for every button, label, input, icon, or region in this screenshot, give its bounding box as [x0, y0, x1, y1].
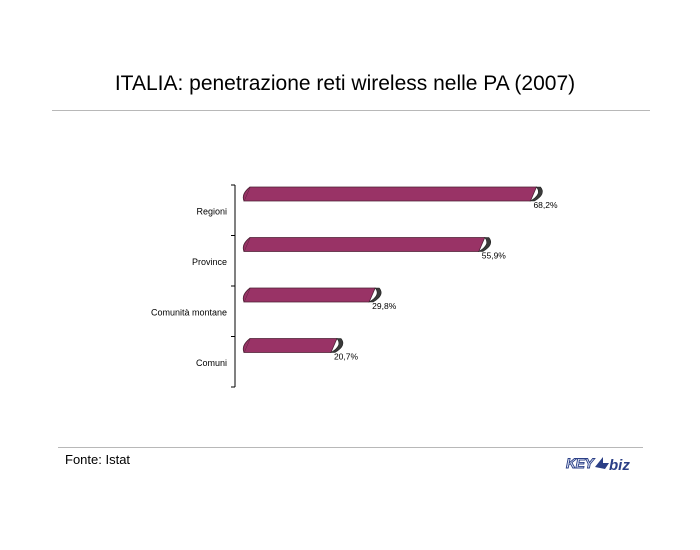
bar-end-cap — [477, 237, 492, 252]
bar — [243, 237, 486, 252]
chart-plot-area: 68,2% Regioni 55,9% Province 29,8% Comunità m… — [151, 184, 558, 388]
bar-end-cap — [529, 186, 543, 202]
bar-start-cap — [242, 186, 251, 202]
data-label: 68,2% — [533, 200, 558, 210]
bar-start-cap — [242, 338, 251, 353]
bar-start-cap — [242, 287, 251, 303]
bar — [243, 186, 538, 202]
data-label: 55,9% — [482, 251, 507, 261]
category-label: Regioni — [196, 206, 227, 216]
chart-title: ITALIA: penetrazione reti wireless nelle… — [114, 72, 576, 95]
svg-text:biz: biz — [609, 457, 630, 474]
category-label: Comunità montane — [151, 307, 227, 317]
category-label: Province — [192, 257, 227, 267]
data-label: 20,7% — [334, 352, 359, 362]
bar — [243, 287, 376, 303]
bar-end-cap — [329, 338, 344, 353]
top-divider — [52, 110, 650, 111]
svg-text:KEY: KEY — [566, 455, 595, 471]
data-label: 29,8% — [372, 301, 397, 311]
bottom-divider — [58, 447, 643, 448]
source-note: Fonte: Istat — [65, 452, 131, 467]
bar-end-cap — [368, 287, 382, 303]
bar-start-cap — [242, 237, 251, 252]
key4biz-logo: KEY biz — [566, 455, 631, 474]
category-label: Comuni — [196, 358, 227, 368]
bar — [243, 338, 338, 353]
